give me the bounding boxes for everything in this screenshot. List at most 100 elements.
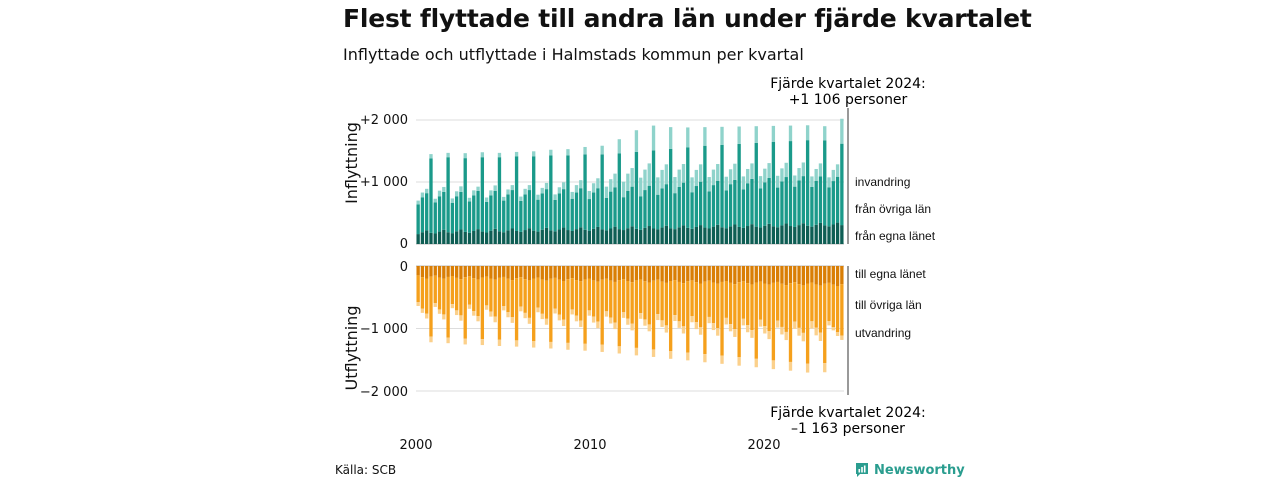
bar-in-1-51 (634, 151, 639, 229)
bar-in-1-73 (728, 184, 733, 227)
bar-in-0-21 (506, 230, 510, 244)
y-tick-in-2000: +2 000 (360, 113, 408, 128)
bar-in-0-72 (724, 228, 728, 244)
bar-in-2-17 (489, 190, 493, 196)
bar-in-1-49 (626, 190, 630, 229)
bar-in-0-26 (527, 228, 532, 244)
bar-in-1-10 (459, 191, 463, 230)
bar-in-1-91 (805, 140, 810, 226)
bar-out-1-57 (660, 281, 664, 321)
bar-in-2-11 (463, 153, 467, 159)
bar-out-1-15 (480, 277, 485, 340)
bar-out-0-46 (613, 266, 617, 282)
y-tick-in-1000: +1 000 (360, 175, 408, 190)
bar-out-2-45 (609, 317, 613, 324)
bar-out-1-25 (523, 279, 527, 313)
bar-in-0-25 (523, 230, 527, 244)
bar-out-1-61 (677, 281, 681, 322)
bar-in-2-45 (609, 179, 613, 192)
bar-out-1-54 (647, 282, 651, 325)
bar-out-2-52 (639, 313, 643, 319)
bar-out-0-55 (651, 266, 656, 281)
bar-in-1-8 (450, 202, 455, 234)
bar-in-0-87 (788, 226, 793, 244)
bar-in-2-94 (818, 163, 823, 177)
bar-in-0-43 (600, 229, 604, 244)
bar-out-0-54 (647, 266, 651, 283)
bar-out-2-14 (476, 316, 480, 322)
bar-in-0-86 (784, 223, 788, 244)
bar-in-2-3 (429, 154, 433, 159)
bar-out-2-95 (823, 363, 827, 373)
bar-in-0-6 (442, 229, 446, 244)
bar-in-1-98 (835, 176, 840, 223)
bar-in-1-66 (698, 181, 703, 226)
bar-out-1-86 (784, 285, 788, 332)
bar-in-0-55 (651, 228, 656, 244)
bar-out-2-1 (420, 308, 425, 313)
y-axis-title-out: Utflyttning (342, 306, 361, 391)
bar-out-2-30 (544, 318, 549, 325)
bar-out-0-27 (532, 266, 536, 279)
bar-in-0-49 (626, 228, 630, 244)
bar-out-1-97 (831, 284, 835, 328)
bar-in-1-21 (506, 194, 510, 231)
bar-out-1-53 (643, 281, 647, 320)
bar-out-1-44 (604, 278, 609, 312)
bar-out-2-24 (519, 306, 523, 312)
bar-in-2-88 (793, 175, 797, 187)
bar-in-1-74 (733, 179, 737, 225)
bar-out-2-93 (814, 327, 818, 336)
legend-till-ovriga-lan: till övriga län (855, 298, 922, 312)
bar-in-2-83 (771, 125, 776, 143)
bar-out-1-28 (536, 277, 540, 308)
bar-out-1-50 (630, 282, 634, 324)
bar-out-2-7 (446, 337, 450, 344)
bar-out-2-46 (613, 322, 617, 330)
bar-out-1-5 (437, 277, 442, 310)
bar-out-2-75 (737, 357, 741, 366)
bar-out-0-31 (549, 266, 553, 279)
bar-out-2-73 (728, 324, 733, 332)
bar-out-0-91 (805, 266, 810, 284)
bar-in-0-68 (707, 228, 711, 244)
bar-out-2-81 (763, 326, 767, 334)
bar-out-2-61 (677, 321, 681, 328)
bar-in-2-8 (450, 198, 455, 203)
bar-in-0-8 (450, 233, 455, 244)
bar-out-1-32 (553, 277, 557, 309)
bar-in-1-14 (476, 190, 480, 230)
y-tick-in-0: 0 (400, 237, 408, 252)
bar-in-0-95 (823, 225, 827, 244)
bar-out-2-39 (583, 343, 587, 351)
bar-in-2-27 (532, 151, 536, 157)
bar-in-2-71 (720, 126, 724, 145)
bar-out-0-26 (527, 266, 532, 281)
bar-out-2-59 (668, 351, 673, 359)
bar-in-2-15 (480, 152, 485, 158)
bar-out-1-47 (617, 280, 621, 347)
bar-out-0-23 (514, 266, 519, 279)
bar-out-1-91 (805, 283, 810, 364)
bar-out-1-48 (621, 279, 626, 313)
bar-out-0-47 (617, 266, 621, 281)
bar-in-0-4 (433, 233, 437, 244)
bar-in-0-15 (480, 231, 485, 244)
bar-out-0-40 (587, 266, 592, 279)
bar-out-1-26 (527, 280, 532, 318)
bar-out-0-82 (767, 266, 771, 285)
bar-in-0-52 (639, 229, 643, 244)
bar-out-0-69 (711, 266, 716, 283)
bar-in-1-12 (467, 201, 472, 233)
bar-out-0-36 (570, 266, 574, 279)
bar-out-0-6 (442, 266, 446, 279)
bar-in-1-11 (463, 158, 467, 232)
bar-in-1-47 (617, 153, 621, 230)
bar-out-2-87 (788, 361, 793, 371)
bar-out-1-8 (450, 276, 455, 305)
bar-out-0-64 (690, 266, 694, 281)
bar-out-2-84 (775, 320, 780, 328)
bar-out-1-93 (814, 284, 818, 328)
bar-in-1-55 (651, 150, 656, 229)
bar-out-2-48 (621, 312, 626, 318)
